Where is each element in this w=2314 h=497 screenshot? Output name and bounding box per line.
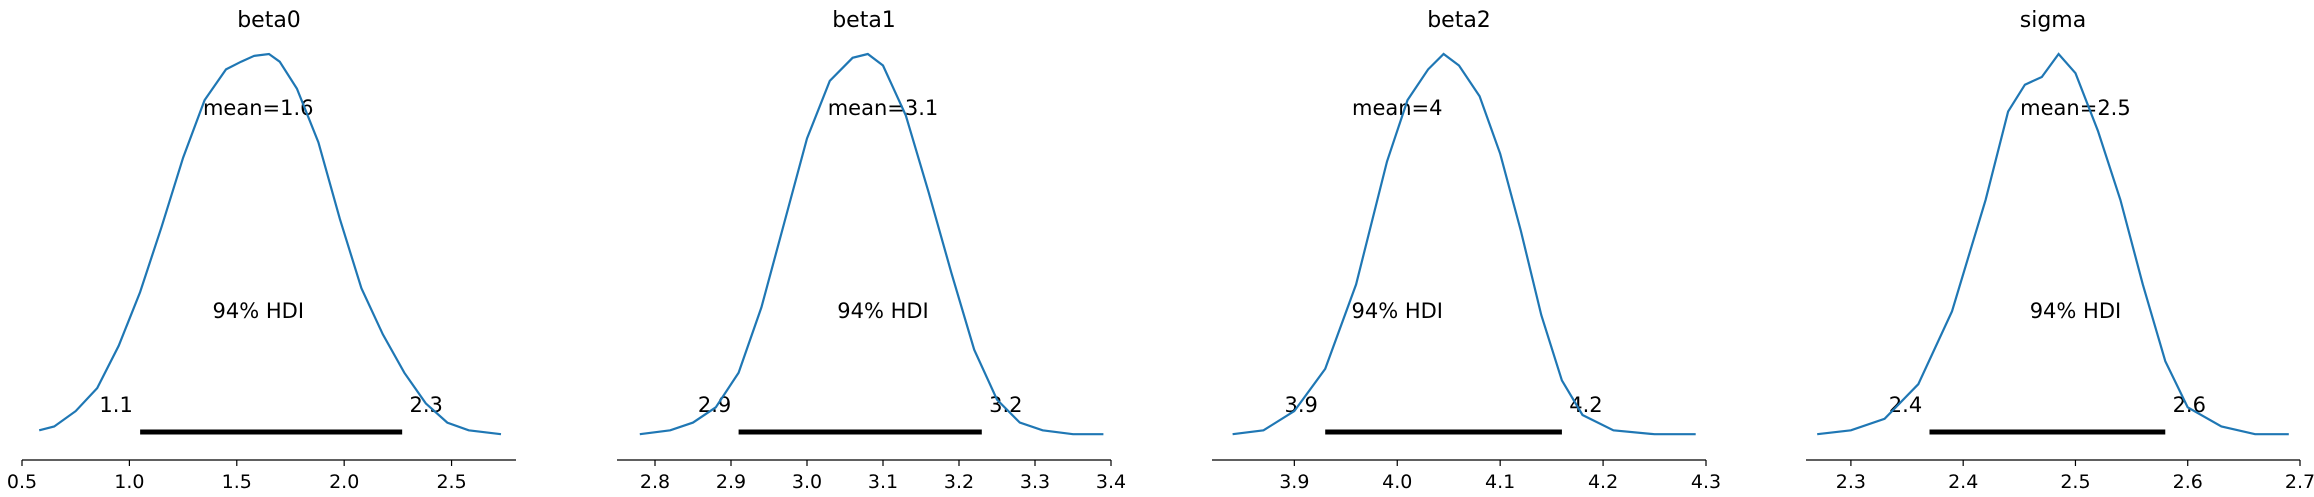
hdi-low-label-beta1: 2.9 <box>698 393 731 417</box>
title-beta0: beta0 <box>237 8 301 33</box>
x-tick-label: 2.8 <box>640 471 670 493</box>
x-tick-label: 2.0 <box>329 471 359 493</box>
x-tick-label: 3.1 <box>868 471 898 493</box>
hdi-label-beta2: 94% HDI <box>1351 299 1443 323</box>
x-tick-label: 3.0 <box>792 471 822 493</box>
hdi-label-beta0: 94% HDI <box>213 299 305 323</box>
hdi-label-sigma: 94% HDI <box>2030 299 2122 323</box>
hdi-high-label-beta2: 4.2 <box>1569 393 1602 417</box>
x-tick-label: 3.4 <box>1096 471 1126 493</box>
title-beta1: beta1 <box>832 8 896 33</box>
hdi-high-label-beta1: 3.2 <box>989 393 1022 417</box>
mean-label-beta2: mean=4 <box>1352 96 1443 120</box>
panel-beta1: beta1 mean=3.1 94% HDI 2.9 3.2 2.8 2.9 3.0… <box>617 8 1126 493</box>
x-tick-label: 3.3 <box>1020 471 1050 493</box>
x-tick-label: 4.1 <box>1485 471 1515 493</box>
hdi-label-beta1: 94% HDI <box>837 299 929 323</box>
panel-sigma: sigma mean=2.5 94% HDI 2.4 2.6 2.3 2.4 2.5… <box>1806 8 2314 493</box>
mean-label-beta1: mean=3.1 <box>828 96 939 120</box>
density-line-beta2 <box>1232 52 1696 436</box>
x-tick-label: 1.0 <box>114 471 144 493</box>
density-line-beta0 <box>38 52 502 436</box>
x-tick-label: 2.6 <box>2173 471 2203 493</box>
x-tick-label: 2.5 <box>2060 471 2090 493</box>
x-tick-label: 1.5 <box>222 471 252 493</box>
title-sigma: sigma <box>2020 8 2086 33</box>
density-line-sigma <box>1817 52 2289 436</box>
x-tick-label: 0.5 <box>7 471 37 493</box>
x-tick-label: 4.3 <box>1691 471 1721 493</box>
mean-label-sigma: mean=2.5 <box>2020 96 2131 120</box>
x-tick-label: 3.9 <box>1279 471 1309 493</box>
hdi-high-label-sigma: 2.6 <box>2173 393 2206 417</box>
x-tick-label: 3.2 <box>944 471 974 493</box>
mean-label-beta0: mean=1.6 <box>203 96 314 120</box>
x-tick-label: 4.0 <box>1382 471 1412 493</box>
x-tick-label: 2.5 <box>436 471 466 493</box>
hdi-low-label-beta0: 1.1 <box>99 393 132 417</box>
panel-beta2: beta2 mean=4 94% HDI 3.9 4.2 3.9 4.0 4.1 4.… <box>1212 8 1721 493</box>
x-tick-label: 2.4 <box>1948 471 1978 493</box>
x-tick-label: 2.3 <box>1836 471 1866 493</box>
x-tick-label: 2.7 <box>2285 471 2314 493</box>
title-beta2: beta2 <box>1427 8 1491 33</box>
panel-beta0: beta0 mean=1.6 94% HDI 1.1 2.3 0.5 1.0 1.5… <box>7 8 516 493</box>
density-line-beta1 <box>639 52 1104 436</box>
x-tick-label: 4.2 <box>1588 471 1618 493</box>
x-tick-label: 2.9 <box>716 471 746 493</box>
